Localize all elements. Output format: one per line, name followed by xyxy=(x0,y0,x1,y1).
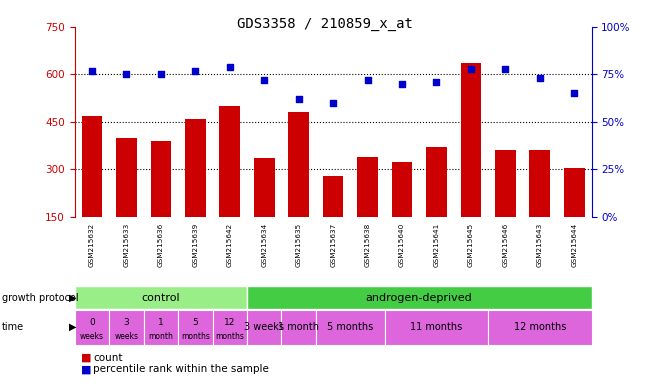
Text: GSM215635: GSM215635 xyxy=(296,222,302,267)
Text: ■: ■ xyxy=(81,364,92,374)
Bar xyxy=(564,168,584,217)
Text: GSM215639: GSM215639 xyxy=(192,222,198,267)
Text: GSM215641: GSM215641 xyxy=(434,222,439,267)
Text: GDS3358 / 210859_x_at: GDS3358 / 210859_x_at xyxy=(237,17,413,31)
Text: control: control xyxy=(142,293,180,303)
Bar xyxy=(426,147,447,217)
Bar xyxy=(75,310,109,345)
Point xyxy=(86,68,98,74)
Point xyxy=(534,75,545,81)
Bar xyxy=(254,158,274,217)
Bar xyxy=(358,157,378,217)
Text: weeks: weeks xyxy=(80,332,104,341)
Text: 5: 5 xyxy=(192,318,198,328)
Text: month: month xyxy=(148,332,174,341)
Point xyxy=(156,71,166,78)
Point xyxy=(569,90,580,96)
Point xyxy=(432,79,442,85)
Bar xyxy=(116,138,136,217)
Bar xyxy=(109,310,144,345)
Bar xyxy=(530,151,550,217)
Text: months: months xyxy=(215,332,244,341)
Text: 11 months: 11 months xyxy=(410,322,463,333)
Point xyxy=(500,66,511,72)
Text: ▶: ▶ xyxy=(69,293,77,303)
Bar xyxy=(185,119,205,217)
Bar xyxy=(220,106,240,217)
Text: GSM215640: GSM215640 xyxy=(399,222,405,267)
Text: GSM215643: GSM215643 xyxy=(537,222,543,267)
Text: 3 weeks: 3 weeks xyxy=(244,322,284,333)
Text: GSM215633: GSM215633 xyxy=(124,222,129,267)
Point xyxy=(294,96,304,102)
Text: 12: 12 xyxy=(224,318,235,328)
Text: time: time xyxy=(2,322,24,332)
Point xyxy=(328,100,338,106)
Text: ▶: ▶ xyxy=(69,322,77,332)
Point xyxy=(396,81,407,87)
Text: 1: 1 xyxy=(158,318,164,328)
Bar xyxy=(75,286,247,309)
Text: 5 months: 5 months xyxy=(327,322,374,333)
Bar xyxy=(289,113,309,217)
Text: growth protocol: growth protocol xyxy=(2,293,79,303)
Text: GSM215632: GSM215632 xyxy=(89,222,95,267)
Text: GSM215644: GSM215644 xyxy=(571,222,577,267)
Text: months: months xyxy=(181,332,210,341)
Bar xyxy=(247,310,281,345)
Bar xyxy=(178,310,213,345)
Text: 1 month: 1 month xyxy=(278,322,319,333)
Text: 3: 3 xyxy=(124,318,129,328)
Bar xyxy=(82,116,102,217)
Point xyxy=(259,77,270,83)
Point xyxy=(121,71,131,78)
Text: ■: ■ xyxy=(81,353,92,363)
Text: percentile rank within the sample: percentile rank within the sample xyxy=(93,364,269,374)
Bar xyxy=(316,310,385,345)
Bar xyxy=(392,162,412,217)
Bar xyxy=(488,310,592,345)
Text: GSM215638: GSM215638 xyxy=(365,222,370,267)
Text: GSM215634: GSM215634 xyxy=(261,222,267,267)
Text: GSM215636: GSM215636 xyxy=(158,222,164,267)
Text: 12 months: 12 months xyxy=(514,322,566,333)
Point xyxy=(363,77,373,83)
Bar xyxy=(281,310,316,345)
Text: GSM215645: GSM215645 xyxy=(468,222,474,267)
Text: weeks: weeks xyxy=(114,332,138,341)
Text: 0: 0 xyxy=(89,318,95,328)
Text: GSM215646: GSM215646 xyxy=(502,222,508,267)
Bar xyxy=(385,310,488,345)
Bar xyxy=(213,310,247,345)
Bar xyxy=(247,286,592,309)
Point xyxy=(190,68,200,74)
Bar xyxy=(144,310,178,345)
Text: GSM215637: GSM215637 xyxy=(330,222,336,267)
Point xyxy=(225,64,235,70)
Bar xyxy=(151,141,171,217)
Point xyxy=(466,66,476,72)
Bar xyxy=(495,151,515,217)
Bar xyxy=(323,176,343,217)
Text: GSM215642: GSM215642 xyxy=(227,222,233,267)
Text: count: count xyxy=(93,353,122,363)
Text: androgen-deprived: androgen-deprived xyxy=(366,293,473,303)
Bar xyxy=(461,63,481,217)
